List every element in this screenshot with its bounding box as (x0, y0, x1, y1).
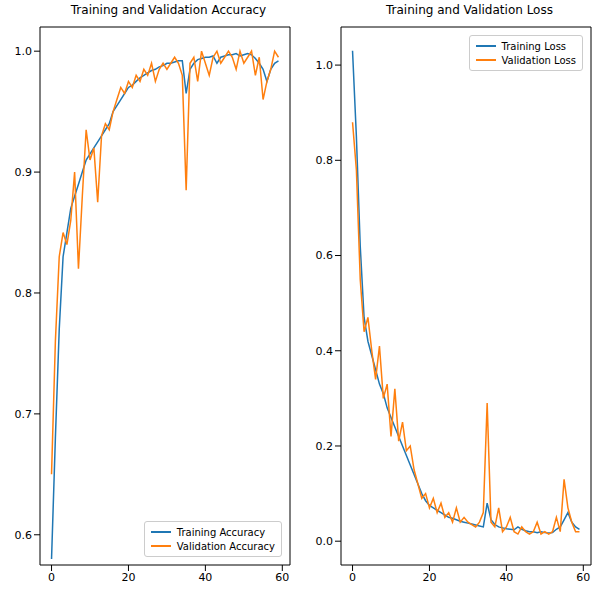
svg-text:40: 40 (499, 571, 513, 584)
svg-text:0.7: 0.7 (15, 408, 33, 421)
svg-text:1.0: 1.0 (316, 59, 334, 72)
svg-text:0.8: 0.8 (316, 154, 334, 167)
svg-text:0.6: 0.6 (316, 249, 334, 262)
svg-text:0.2: 0.2 (316, 440, 334, 453)
svg-text:20: 20 (121, 571, 135, 584)
svg-text:1.0: 1.0 (15, 45, 33, 58)
svg-text:0.4: 0.4 (316, 345, 334, 358)
html-text:Validation Loss: Validation Loss (501, 54, 576, 66)
svg-text:0: 0 (48, 571, 55, 584)
svg-text:0: 0 (349, 571, 356, 584)
html-text:Training and Validation Accura: Training and Validation Accuracy (70, 3, 267, 17)
html-text:Training Loss: Training Loss (501, 40, 567, 52)
svg-text:0.6: 0.6 (15, 529, 33, 542)
html-text:Training Accuracy: Training Accuracy (176, 526, 266, 538)
svg-text:20: 20 (422, 571, 436, 584)
html-text:Validation Accuracy: Validation Accuracy (176, 540, 275, 552)
svg-text:0.8: 0.8 (15, 287, 33, 300)
svg-text:40: 40 (198, 571, 212, 584)
html-text:Training and Validation Loss: Training and Validation Loss (386, 3, 553, 17)
svg-text:60: 60 (576, 571, 590, 584)
svg-text:60: 60 (275, 571, 289, 584)
svg-text:0.9: 0.9 (15, 166, 33, 179)
svg-text:0.0: 0.0 (316, 535, 334, 548)
